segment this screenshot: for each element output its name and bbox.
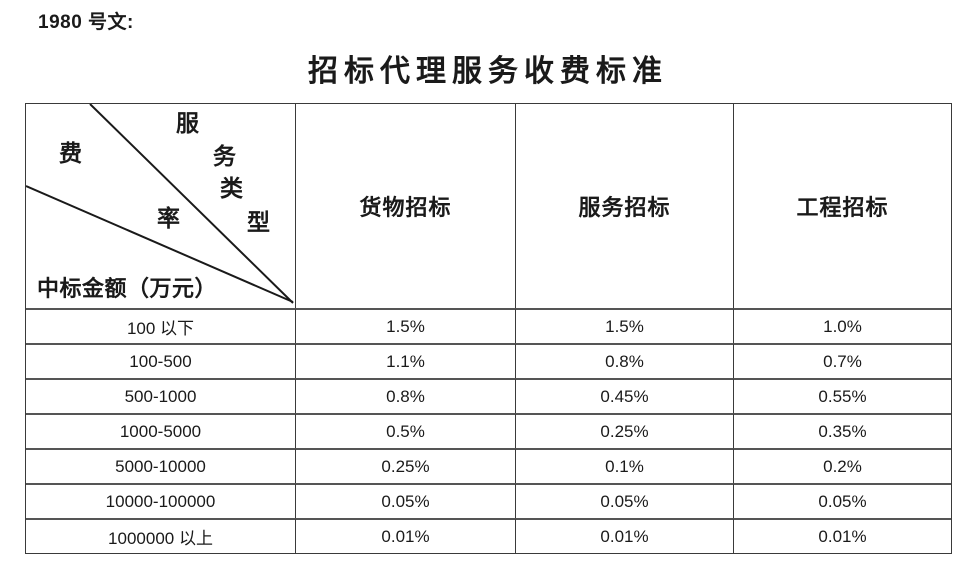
fee-value: 1.5% [295, 308, 515, 343]
fee-value: 0.7% [733, 343, 951, 378]
fee-value: 0.8% [295, 378, 515, 413]
diagonal-lines-icon [26, 104, 294, 304]
row-label: 5000-10000 [26, 448, 295, 483]
corner-fee-rate-char: 费 [59, 141, 82, 166]
fee-value: 0.25% [515, 413, 733, 448]
row-label: 10000-100000 [26, 483, 295, 518]
corner-service-type-char: 务 [213, 144, 236, 169]
col-header-engineering-bidding: 工程招标 [733, 104, 951, 308]
corner-fee-rate-char: 率 [157, 206, 180, 231]
row-label: 1000000 以上 [26, 518, 295, 553]
row-label: 1000-5000 [26, 413, 295, 448]
fee-value: 0.25% [295, 448, 515, 483]
col-header-service-bidding: 服务招标 [515, 104, 733, 308]
corner-service-type-char: 服 [176, 111, 199, 136]
corner-amount-label: 中标金额（万元） [37, 276, 218, 301]
fee-value: 1.0% [733, 308, 951, 343]
row-label: 500-1000 [26, 378, 295, 413]
fee-value: 0.01% [295, 518, 515, 553]
fee-table: 服 务 类 型 费 率 中标金额（万元） 货物招标 服务招标 工程招标 100 … [25, 103, 952, 554]
fee-value: 0.05% [515, 483, 733, 518]
row-label: 100-500 [26, 343, 295, 378]
fee-value: 0.2% [733, 448, 951, 483]
fee-value: 0.01% [515, 518, 733, 553]
col-header-goods-bidding: 货物招标 [295, 104, 515, 308]
corner-service-type-char: 型 [247, 210, 270, 235]
fee-value: 0.1% [515, 448, 733, 483]
fee-value: 0.45% [515, 378, 733, 413]
fee-value: 0.5% [295, 413, 515, 448]
page-title: 招标代理服务收费标准 [308, 55, 668, 88]
fee-value: 0.05% [295, 483, 515, 518]
fee-value: 0.01% [733, 518, 951, 553]
fee-value: 0.05% [733, 483, 951, 518]
fee-value: 0.55% [733, 378, 951, 413]
fee-value: 0.8% [515, 343, 733, 378]
fee-value: 1.5% [515, 308, 733, 343]
corner-header-cell: 服 务 类 型 费 率 中标金额（万元） [26, 104, 295, 308]
corner-service-type-char: 类 [220, 176, 243, 201]
row-label: 100 以下 [26, 308, 295, 343]
doc-number: 1980 号文: [38, 12, 134, 33]
fee-value: 0.35% [733, 413, 951, 448]
fee-value: 1.1% [295, 343, 515, 378]
